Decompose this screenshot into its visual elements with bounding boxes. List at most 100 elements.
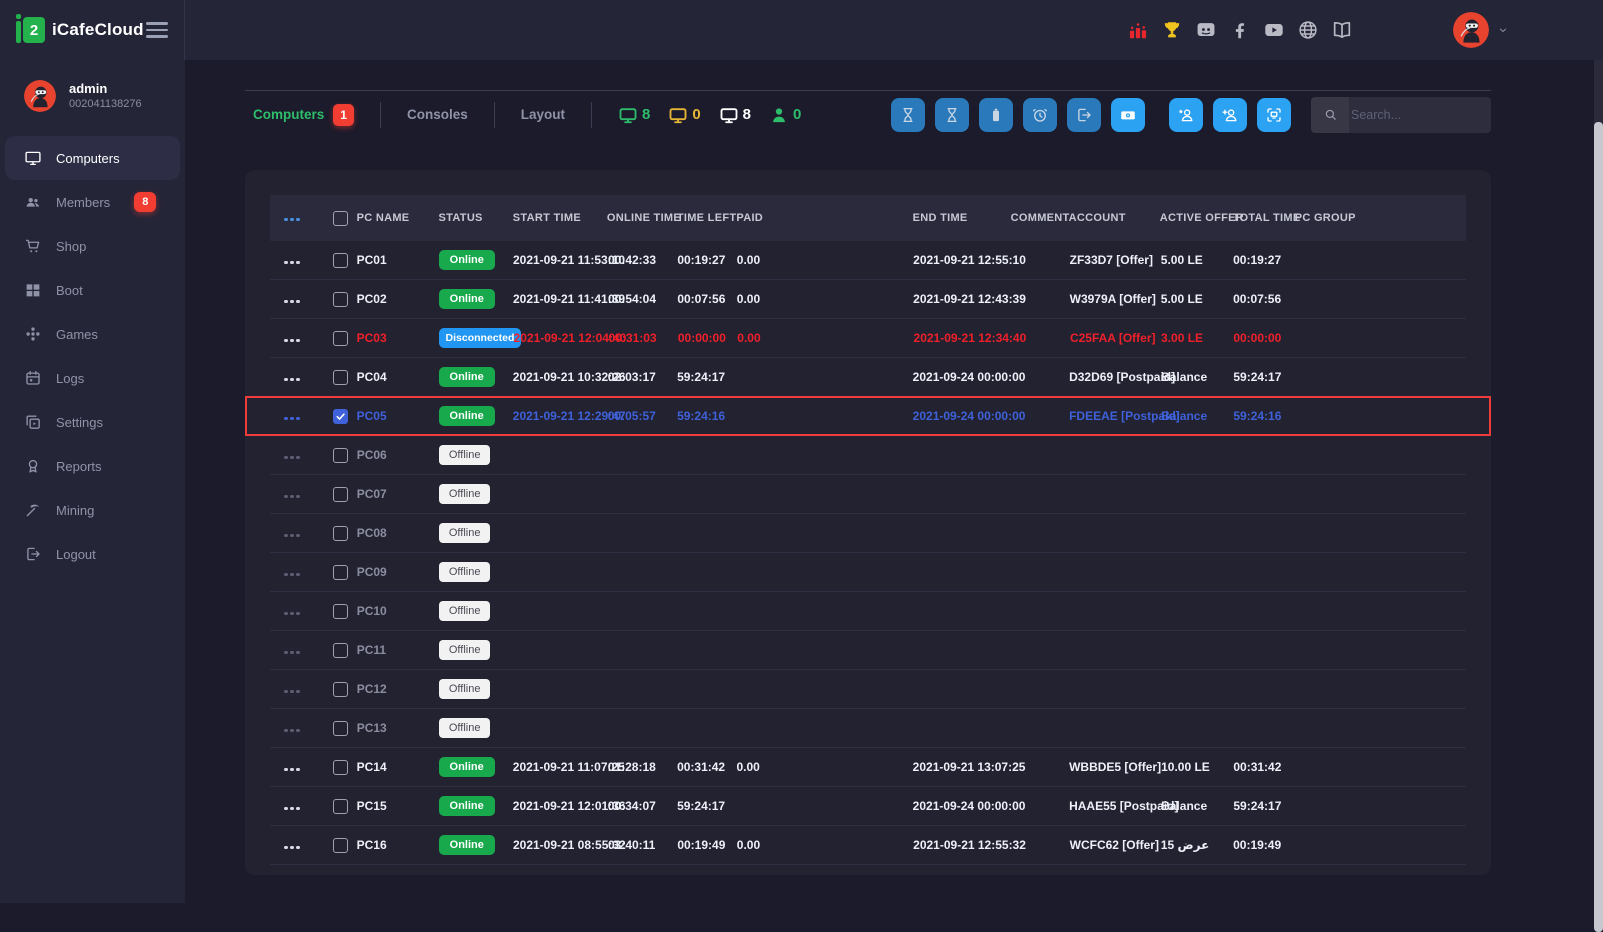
account: ZF33D7 [Offer] (1069, 253, 1153, 267)
row-checkbox[interactable] (332, 642, 348, 658)
table-row[interactable]: PC15 Online 2021-09-21 12:01:36 00:34:07 59:… (270, 787, 1466, 826)
end-time: 2021-09-21 12:55:32 (913, 838, 1026, 852)
table-row[interactable]: PC02 Online 2021-09-21 11:41:39 00:54:04 00:… (270, 280, 1466, 319)
discord-icon[interactable] (1195, 19, 1217, 41)
row-checkbox[interactable] (332, 525, 348, 541)
sidebar-item-games[interactable]: Games (5, 312, 180, 356)
sidebar-item-shop[interactable]: Shop (5, 224, 180, 268)
tab-layout[interactable]: Layout (520, 107, 565, 122)
table-row[interactable]: PC09 Offline (270, 553, 1466, 592)
row-checkbox[interactable] (332, 603, 348, 619)
row-checkbox[interactable] (332, 291, 348, 307)
cash-payment-button[interactable] (1111, 97, 1145, 132)
sidebar-item-logout[interactable]: Logout (5, 532, 180, 576)
row-menu-icon[interactable] (284, 416, 302, 420)
online-time: 00:34:07 (607, 799, 656, 813)
time-left: 00:19:49 (677, 838, 726, 852)
hamburger-menu-icon[interactable] (146, 18, 168, 42)
row-checkbox[interactable] (332, 837, 348, 853)
scrollbar-thumb[interactable] (1594, 122, 1603, 932)
table-row[interactable]: PC01 Online 2021-09-21 11:53:10 00:42:33 00:… (270, 241, 1466, 280)
row-menu-icon[interactable] (284, 377, 302, 381)
row-checkbox[interactable] (332, 759, 348, 775)
ranking-icon[interactable] (1127, 19, 1149, 41)
games-icon (24, 325, 42, 343)
sidebar-item-boot[interactable]: Boot (5, 268, 180, 312)
row-menu-icon[interactable] (284, 533, 302, 537)
row-menu-icon[interactable] (284, 650, 302, 654)
row-menu-icon[interactable] (284, 845, 302, 849)
table-row[interactable]: PC08 Offline (270, 514, 1466, 553)
row-menu-icon[interactable] (284, 338, 302, 342)
add-member-star-button[interactable] (1169, 97, 1203, 132)
table-row[interactable]: PC03 Disconnected 2021-09-21 12:04:40 00:31… (270, 319, 1466, 358)
row-checkbox[interactable] (332, 369, 348, 385)
table-row[interactable]: PC10 Offline (270, 592, 1466, 631)
pc-name: PC06 (356, 448, 387, 462)
row-checkbox[interactable] (332, 681, 348, 697)
table-row[interactable]: PC14 Online 2021-09-21 11:07:25 01:28:18 00:… (270, 748, 1466, 787)
row-menu-icon[interactable] (284, 299, 302, 303)
youtube-icon[interactable] (1263, 19, 1285, 41)
row-checkbox[interactable] (332, 447, 348, 463)
account-menu[interactable] (1453, 12, 1510, 48)
person-icon (769, 105, 789, 125)
row-checkbox[interactable] (332, 564, 348, 580)
row-menu-icon[interactable] (284, 260, 302, 264)
row-checkbox[interactable] (332, 720, 348, 736)
sidebar-item-mining[interactable]: Mining (5, 488, 180, 532)
header-menu-icon[interactable] (284, 217, 302, 221)
checkout-button[interactable] (1067, 97, 1101, 132)
online-time: 03:40:11 (607, 838, 656, 852)
cart-icon (24, 237, 42, 255)
globe-icon[interactable] (1297, 19, 1319, 41)
user-avatar[interactable] (1453, 12, 1489, 48)
table-row[interactable]: PC12 Offline (270, 670, 1466, 709)
sidebar-item-members[interactable]: Members 8 (5, 180, 180, 224)
total-time: 00:07:56 (1233, 292, 1282, 306)
row-checkbox[interactable] (332, 798, 348, 814)
select-all-checkbox[interactable] (332, 210, 348, 226)
alarm-button[interactable] (1023, 97, 1057, 132)
row-checkbox[interactable] (332, 408, 348, 424)
tab-computers-badge: 1 (333, 103, 354, 126)
facebook-icon[interactable] (1229, 19, 1251, 41)
status-badge: Offline (438, 718, 491, 738)
tab-computers[interactable]: Computers 1 (245, 103, 362, 126)
docs-icon[interactable] (1331, 19, 1353, 41)
row-menu-icon[interactable] (284, 494, 302, 498)
row-menu-icon[interactable] (284, 728, 302, 732)
table-row[interactable]: PC13 Offline (270, 709, 1466, 748)
sidebar-item-logs[interactable]: Logs (5, 356, 180, 400)
sidebar-item-settings[interactable]: Settings (5, 400, 180, 444)
table-row[interactable]: PC11 Offline (270, 631, 1466, 670)
table-row[interactable]: PC16 Online 2021-09-21 08:55:32 03:40:11 00:… (270, 826, 1466, 865)
battery-button[interactable] (979, 97, 1013, 132)
tab-consoles[interactable]: Consoles (406, 107, 468, 122)
table-row[interactable]: PC06 Offline (270, 436, 1466, 475)
row-menu-icon[interactable] (284, 455, 302, 459)
status-badge: Offline (438, 484, 491, 504)
row-menu-icon[interactable] (284, 689, 302, 693)
sidebar-menu: Computers Members 8 Shop Boot Games Logs Settin… (0, 130, 185, 576)
table-row[interactable]: PC05 Online 2021-09-21 12:29:47 00:05:57 59:… (245, 396, 1491, 436)
trophy-icon[interactable] (1161, 19, 1183, 41)
screenshot-button[interactable] (1257, 97, 1291, 132)
hourglass-button-2[interactable] (935, 97, 969, 132)
paid: 0.00 (736, 760, 760, 774)
row-menu-icon[interactable] (284, 572, 302, 576)
table-row[interactable]: PC04 Online 2021-09-21 10:32:26 02:03:17 59:… (270, 358, 1466, 397)
sidebar-item-computers[interactable]: Computers (5, 136, 180, 180)
row-checkbox[interactable] (332, 486, 348, 502)
row-menu-icon[interactable] (284, 611, 302, 615)
search-input[interactable] (1349, 106, 1473, 123)
sidebar-item-reports[interactable]: Reports (5, 444, 180, 488)
row-menu-icon[interactable] (284, 806, 302, 810)
add-member-button[interactable] (1213, 97, 1247, 132)
row-menu-icon[interactable] (284, 767, 302, 771)
table-row[interactable]: PC07 Offline (270, 475, 1466, 514)
row-checkbox[interactable] (332, 252, 348, 268)
row-checkbox[interactable] (332, 330, 348, 346)
hourglass-button-1[interactable] (891, 97, 925, 132)
